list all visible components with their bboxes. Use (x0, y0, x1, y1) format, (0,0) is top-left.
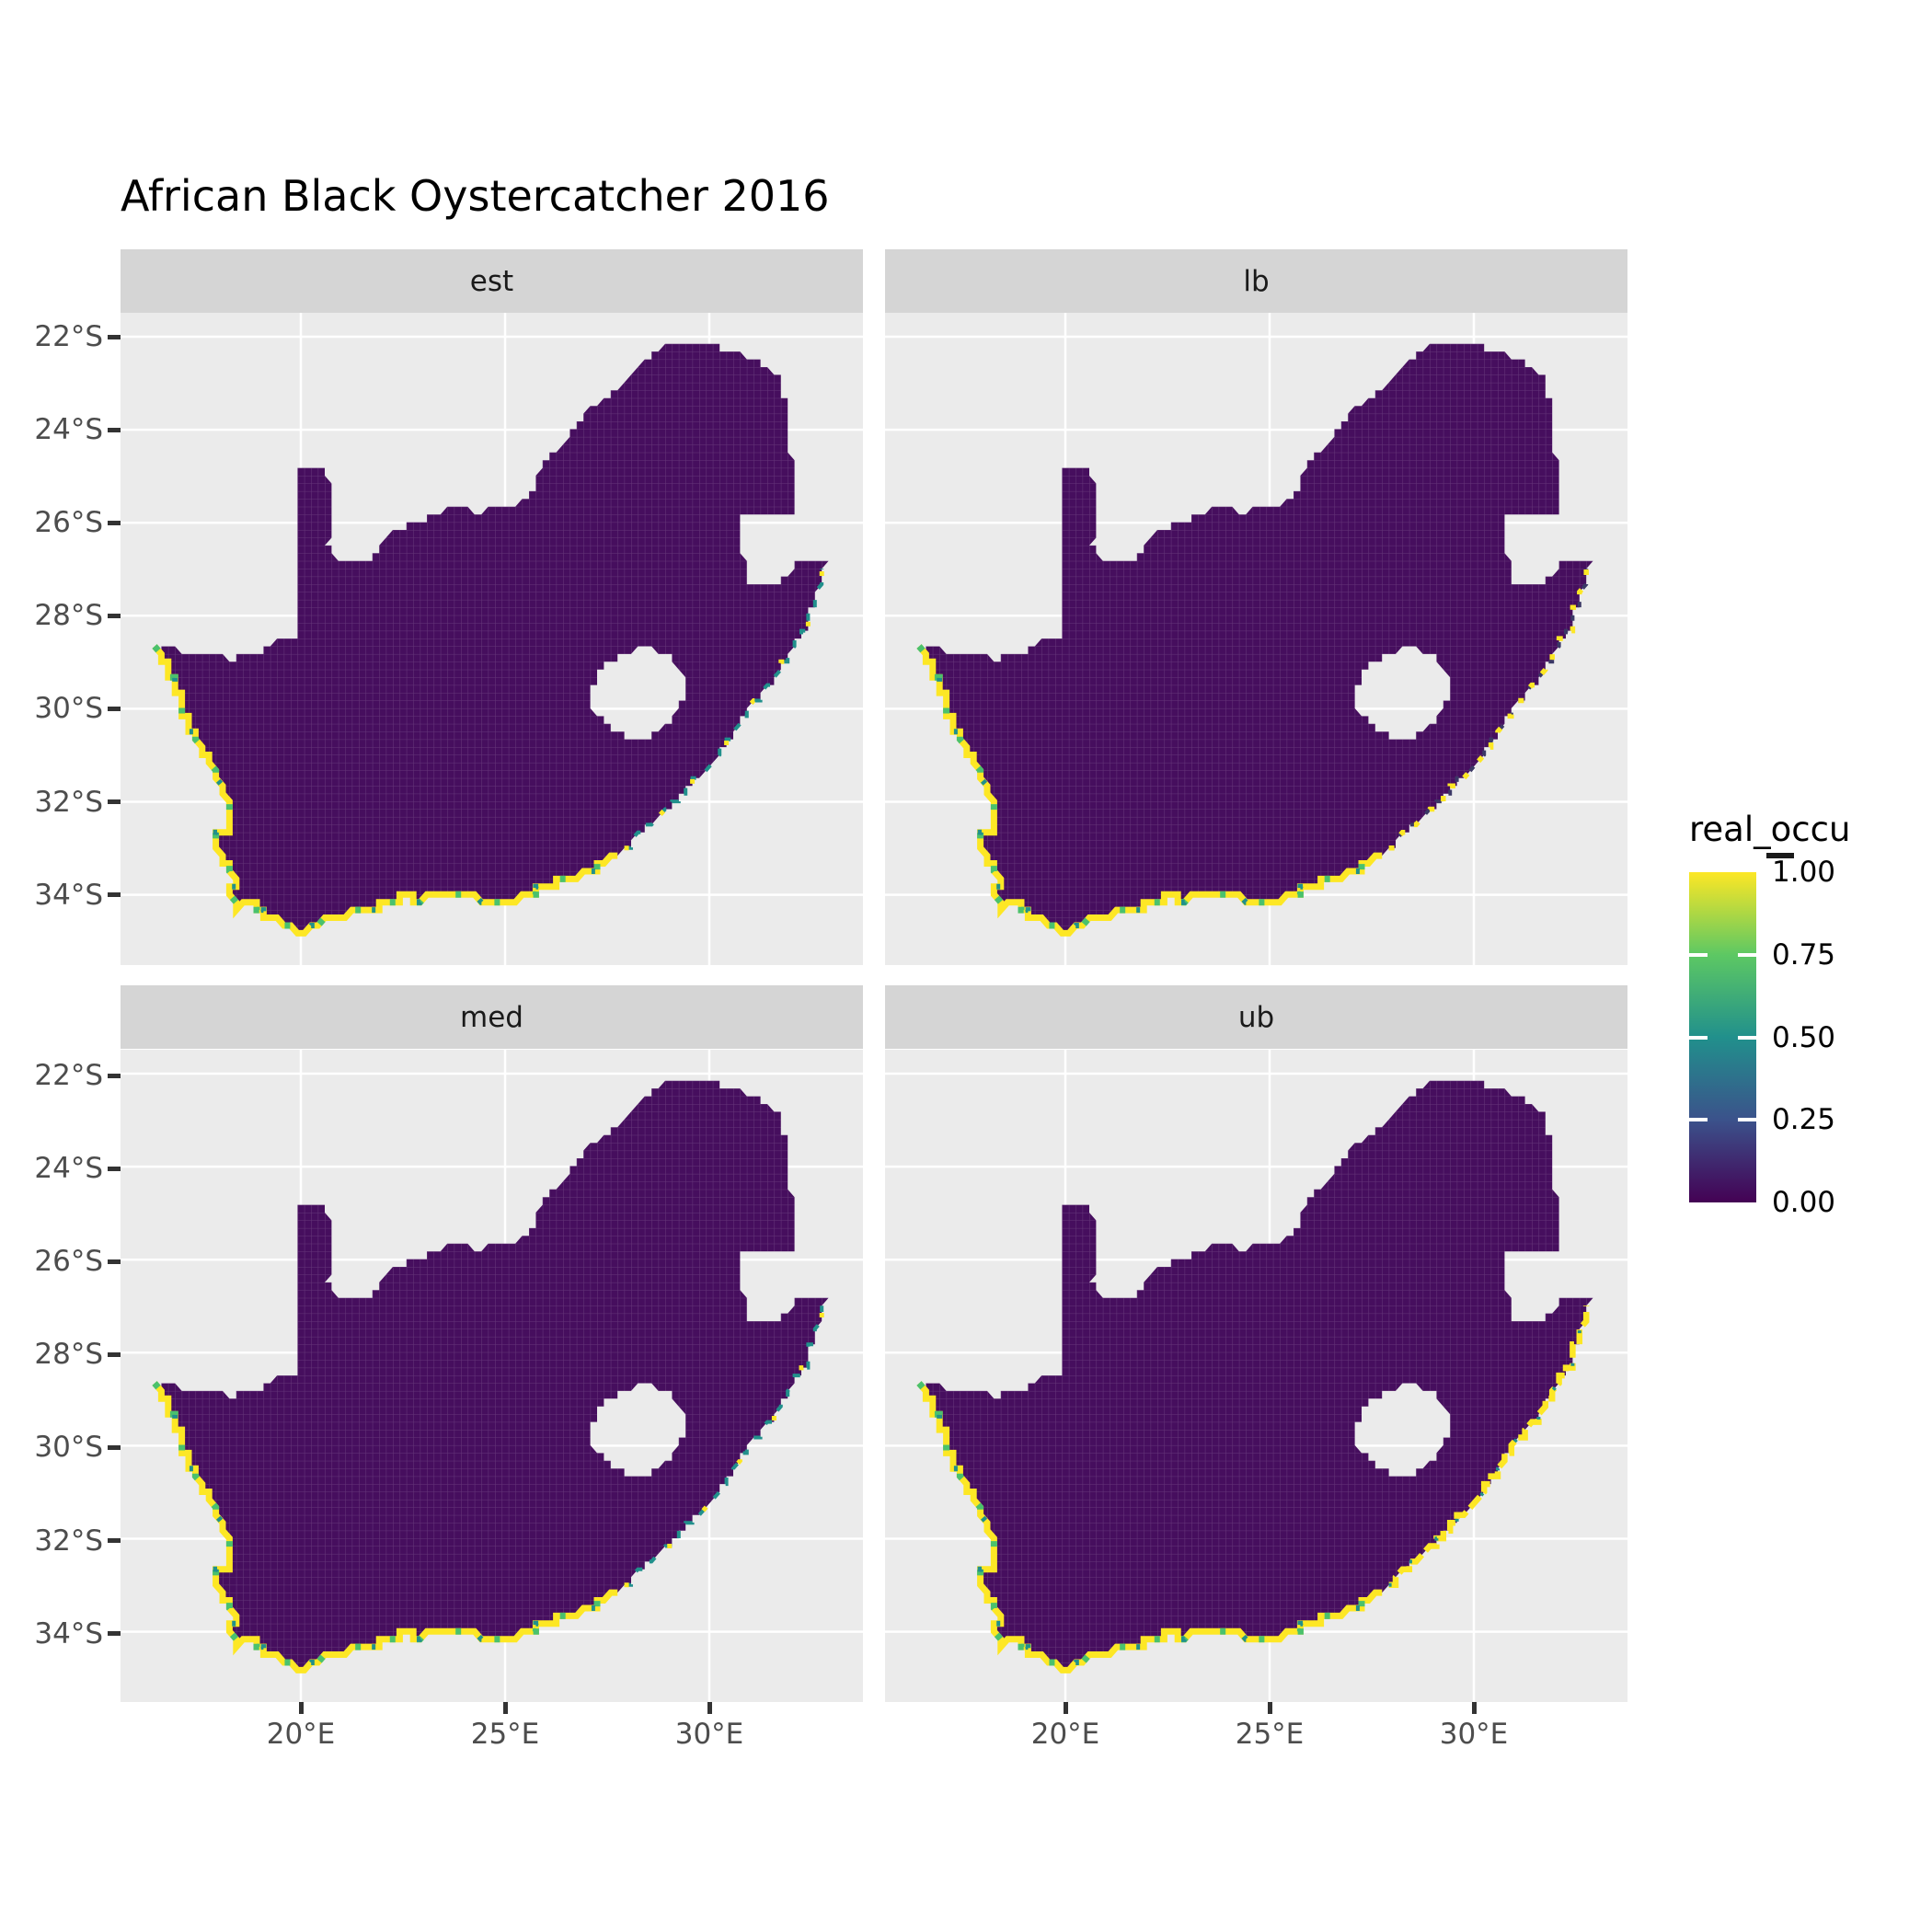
x-tick-label: 30°E (1439, 1718, 1509, 1751)
y-tick-mark (108, 1259, 121, 1264)
y-tick-label: 34°S (34, 1616, 103, 1650)
legend-tick-mark (1738, 952, 1756, 957)
y-tick-mark (108, 799, 121, 804)
legend-tick-label: 1.00 (1772, 856, 1836, 889)
x-tick-mark (1471, 1702, 1477, 1714)
facet-strip-lb: lb (885, 249, 1627, 313)
facet-strip-label: med (460, 1000, 523, 1034)
x-tick-label: 30°E (674, 1718, 744, 1751)
y-tick-label: 26°S (34, 506, 103, 540)
y-tick-label: 28°S (34, 599, 103, 633)
y-tick-label: 32°S (34, 785, 103, 819)
map-panel-ub (885, 1050, 1627, 1702)
y-tick-mark (108, 1073, 121, 1078)
y-tick-mark (108, 613, 121, 618)
x-tick-mark (1267, 1702, 1272, 1714)
facet-strip-label: est (469, 264, 514, 298)
facet-strip-med: med (121, 985, 863, 1049)
legend-tick-mark (1689, 1035, 1708, 1040)
legend-tick-mark (1738, 1118, 1756, 1122)
x-tick-mark (707, 1702, 712, 1714)
y-tick-label: 28°S (34, 1338, 103, 1372)
map-panel-lb (885, 313, 1627, 965)
x-tick-mark (1063, 1702, 1068, 1714)
map-panel-est (121, 313, 863, 965)
y-tick-mark (108, 334, 121, 339)
y-tick-label: 30°S (34, 1431, 103, 1465)
y-tick-label: 22°S (34, 320, 103, 353)
x-tick-mark (502, 1702, 508, 1714)
x-tick-label: 25°E (470, 1718, 540, 1751)
y-tick-mark (108, 520, 121, 525)
y-tick-mark (108, 706, 121, 711)
y-tick-mark (108, 1166, 121, 1171)
legend-title: real_occu (1689, 810, 1851, 849)
x-tick-label: 20°E (266, 1718, 336, 1751)
legend-tick-label: 0.00 (1772, 1186, 1836, 1219)
y-tick-mark (108, 427, 121, 432)
y-tick-label: 22°S (34, 1059, 103, 1092)
facet-strip-ub: ub (885, 985, 1627, 1049)
legend-tick-mark (1689, 952, 1708, 957)
y-tick-mark (108, 892, 121, 898)
y-tick-label: 30°S (34, 692, 103, 726)
y-tick-label: 24°S (34, 413, 103, 447)
facet-strip-label: ub (1237, 1000, 1275, 1034)
x-tick-label: 25°E (1235, 1718, 1305, 1751)
plot-title: African Black Oystercatcher 2016 (121, 171, 830, 221)
y-tick-mark (108, 1538, 121, 1543)
facet-strip-label: lb (1243, 264, 1270, 298)
legend-tick-mark (1738, 1035, 1756, 1040)
y-tick-label: 34°S (34, 878, 103, 912)
y-tick-label: 24°S (34, 1152, 103, 1186)
y-tick-mark (108, 1444, 121, 1450)
x-tick-label: 20°E (1030, 1718, 1100, 1751)
y-tick-mark (108, 1631, 121, 1637)
legend-tick-label: 0.25 (1772, 1103, 1836, 1137)
map-panel-med (121, 1050, 863, 1702)
legend-tick-mark (1689, 1118, 1708, 1122)
legend-tick-label: 0.75 (1772, 937, 1836, 972)
facet-strip-est: est (121, 249, 863, 313)
legend-top-tick (1766, 853, 1794, 858)
x-tick-mark (298, 1702, 304, 1714)
y-tick-mark (108, 1351, 121, 1357)
y-tick-label: 26°S (34, 1245, 103, 1279)
y-tick-label: 32°S (34, 1524, 103, 1558)
legend-tick-label: 0.50 (1772, 1020, 1836, 1054)
